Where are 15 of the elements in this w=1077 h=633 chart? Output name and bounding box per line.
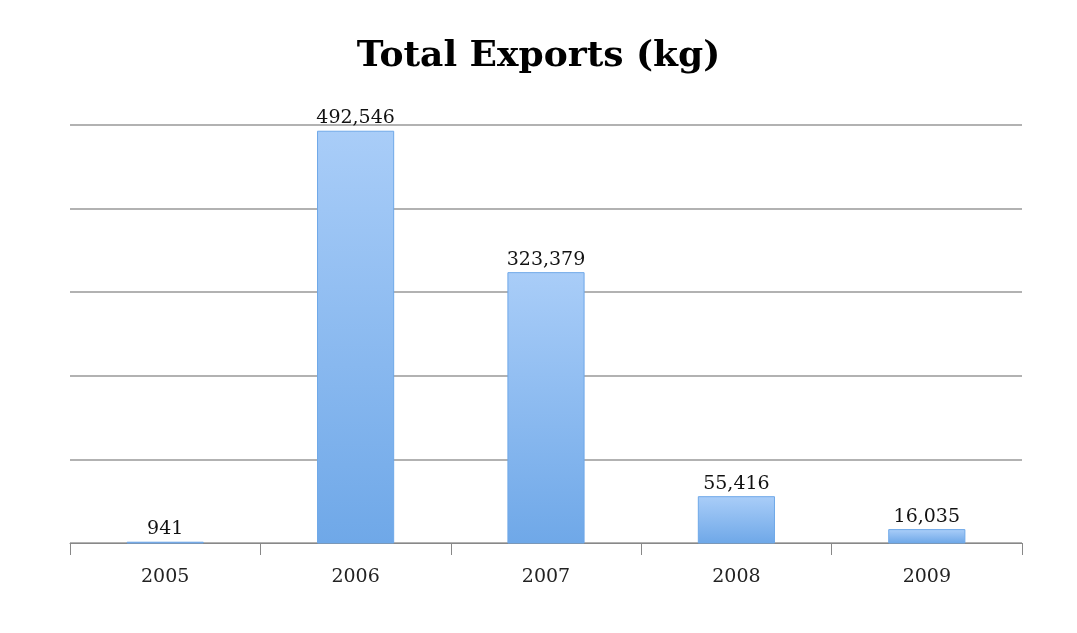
x-tick-label: 2006 — [331, 563, 380, 586]
data-label: 941 — [147, 516, 184, 539]
data-label: 55,416 — [703, 470, 770, 493]
x-tick-label: 2009 — [902, 563, 951, 586]
chart-title: Total Exports (kg) — [356, 32, 721, 74]
data-label: 492,546 — [316, 105, 395, 128]
data-label: 16,035 — [893, 503, 961, 526]
x-tick-label: 2007 — [521, 563, 571, 586]
bar — [317, 130, 395, 544]
bar — [697, 496, 775, 544]
x-tick-label: 2008 — [712, 563, 761, 586]
bar — [888, 529, 966, 544]
x-tick-label: 2005 — [141, 563, 190, 586]
bar — [507, 272, 585, 544]
data-label: 323,379 — [506, 246, 586, 269]
